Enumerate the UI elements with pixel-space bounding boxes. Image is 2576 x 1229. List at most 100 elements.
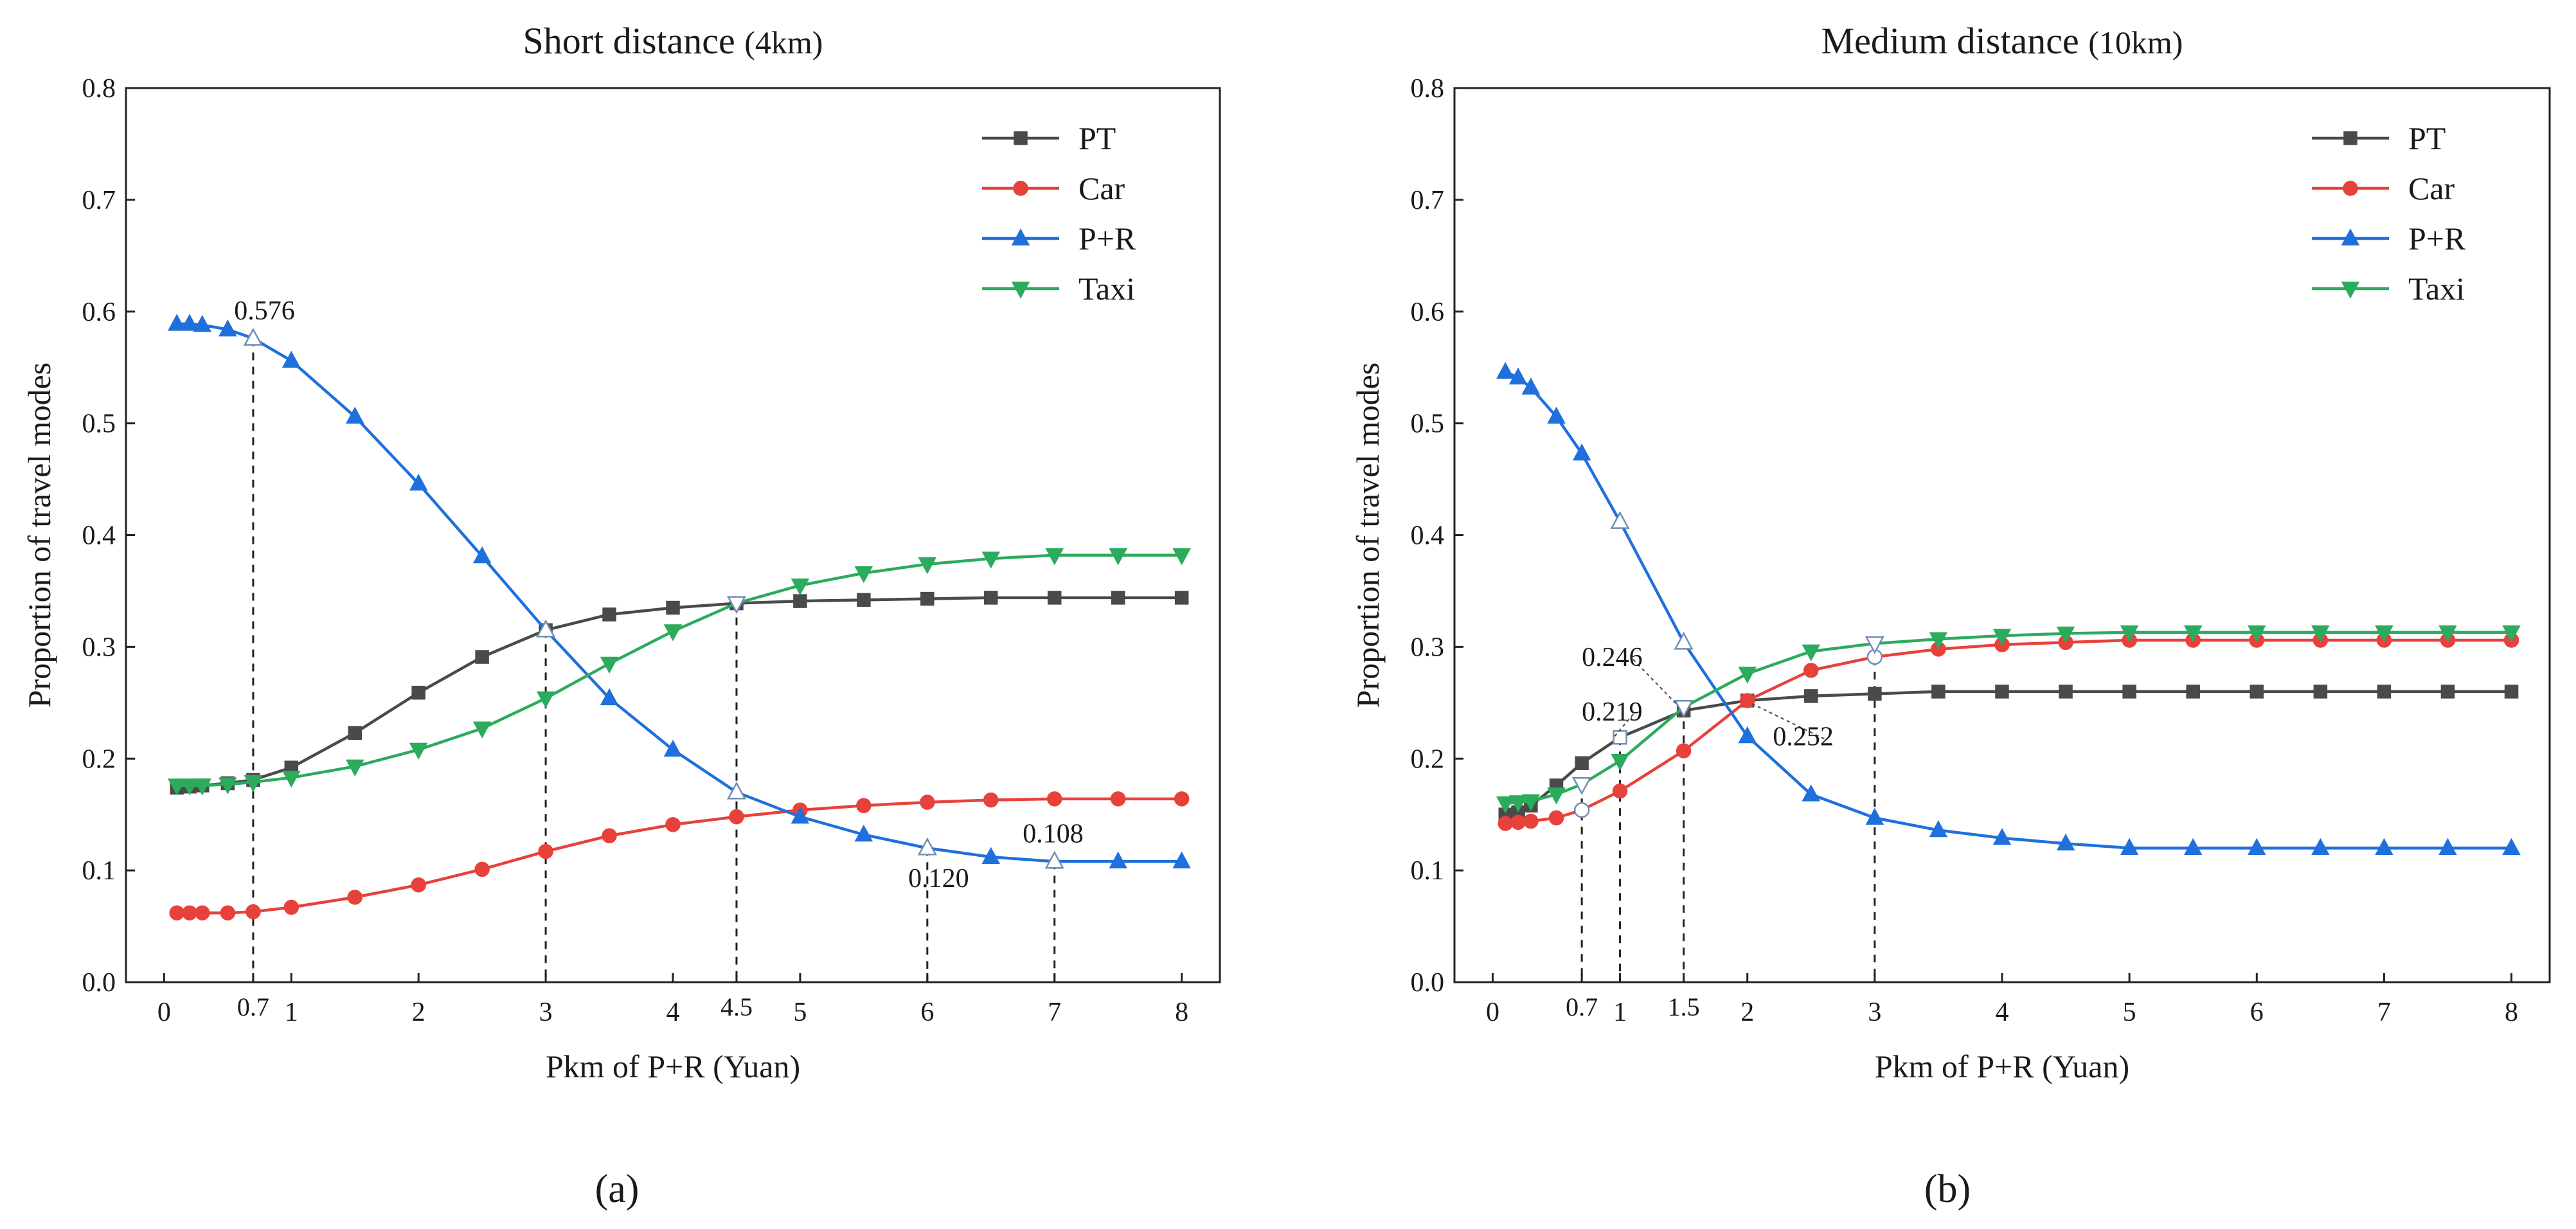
legend-label: Car	[1078, 170, 1125, 206]
data-point-car	[1803, 663, 1819, 678]
data-point-taxi	[1802, 644, 1821, 661]
data-point-car	[1612, 783, 1628, 799]
data-point-pt	[2122, 685, 2136, 699]
y-tick-label: 0.6	[1411, 298, 1445, 327]
legend-marker	[2343, 181, 2358, 196]
data-point-pt	[411, 685, 425, 700]
x-tick-label: 7	[1048, 998, 1061, 1027]
data-point-taxi	[219, 777, 237, 794]
annotation-label: 0.252	[1773, 722, 1834, 751]
data-point-taxi	[1738, 667, 1757, 684]
data-point-taxi	[1109, 548, 1127, 566]
legend-marker	[1011, 282, 1030, 299]
chart-title: Medium distance (10km)	[1821, 20, 2183, 62]
data-point-taxi	[1508, 795, 1528, 812]
data-point-taxi	[1496, 796, 1515, 814]
data-point-pplusr	[243, 327, 264, 346]
data-point-car	[1573, 802, 1590, 818]
data-point-pt	[1995, 685, 2009, 699]
data-point-taxi	[2120, 625, 2139, 643]
x-tick-label: 0	[157, 998, 171, 1027]
x-tick-label: 6	[2250, 998, 2264, 1027]
data-point-pt	[1111, 591, 1125, 605]
data-point-taxi	[2183, 625, 2203, 643]
x-tick-label: 8	[2505, 998, 2518, 1027]
data-point-taxi	[1521, 794, 1541, 811]
legend-label: PT	[1078, 120, 1116, 156]
x-tick-label: 4	[1996, 998, 2009, 1027]
data-point-pt	[2377, 685, 2392, 699]
data-point-pplusr	[2120, 838, 2139, 856]
data-point-taxi	[536, 691, 555, 708]
data-point-pt	[1931, 685, 1945, 699]
data-point-pplusr	[2375, 838, 2393, 856]
data-point-pplusr	[1508, 367, 1528, 385]
annotation-label: 0.246	[1582, 643, 1643, 672]
data-point-pplusr	[1044, 850, 1064, 869]
data-point-car	[169, 905, 184, 920]
series-line-pplusr	[177, 322, 1182, 863]
data-point-car	[1548, 810, 1564, 826]
data-point-car	[1510, 814, 1526, 830]
data-point-taxi	[2375, 625, 2393, 643]
annotation-label: 0.576	[234, 296, 295, 326]
legend-marker	[2343, 131, 2357, 145]
data-point-pt	[2186, 685, 2200, 699]
y-tick-label: 0.7	[82, 186, 116, 215]
data-point-car	[665, 817, 681, 832]
legend-marker	[1014, 131, 1028, 145]
x-tick-label-extra: 0.7	[237, 992, 269, 1021]
chart-title-main: Medium distance	[1821, 20, 2089, 62]
data-point-car	[194, 905, 210, 920]
data-point-pplusr	[726, 781, 747, 800]
data-point-pplusr	[2248, 838, 2266, 856]
y-tick-label: 0.0	[82, 968, 116, 998]
annotation-label: 0.120	[908, 864, 969, 893]
data-point-car	[602, 828, 617, 843]
annotation-leader	[1632, 659, 1678, 706]
data-point-pplusr	[791, 807, 810, 824]
data-point-taxi	[167, 778, 186, 796]
data-point-taxi	[244, 775, 263, 793]
legend-marker	[2341, 282, 2360, 299]
annotation-label: 0.108	[1023, 820, 1084, 849]
data-point-car	[729, 809, 744, 825]
data-point-taxi	[1611, 753, 1629, 771]
data-point-taxi	[726, 596, 747, 614]
data-point-pt	[2059, 685, 2073, 699]
data-point-pplusr	[1929, 820, 1948, 838]
x-tick-label: 8	[1175, 998, 1188, 1027]
series-line-car	[177, 797, 1182, 915]
data-point-pt	[857, 593, 871, 607]
data-point-pplusr	[1572, 443, 1591, 461]
x-tick-label-extra: 0.7	[1566, 992, 1598, 1021]
series-line-pt	[1505, 690, 2512, 816]
data-point-pplusr	[854, 824, 873, 842]
x-tick-label: 5	[2123, 998, 2136, 1027]
data-point-pplusr	[472, 546, 492, 564]
data-point-pplusr	[1521, 377, 1541, 395]
data-point-pt	[1575, 756, 1589, 770]
data-point-pt	[793, 594, 807, 608]
data-point-pt	[2313, 685, 2328, 699]
x-tick-label-extra: 4.5	[720, 992, 753, 1021]
data-point-pplusr	[1547, 406, 1566, 424]
x-tick-label: 5	[793, 998, 807, 1027]
y-tick-label: 0.3	[1411, 632, 1445, 662]
y-tick-label: 0.7	[1411, 186, 1445, 215]
series-line-taxi	[177, 553, 1182, 787]
data-point-car	[283, 899, 300, 915]
y-tick-label: 0.2	[1411, 744, 1445, 774]
data-point-pplusr	[663, 739, 683, 757]
annotation-leader	[1749, 702, 1825, 740]
data-point-car	[538, 843, 553, 859]
data-point-car	[474, 861, 490, 877]
data-point-pplusr	[1738, 726, 1757, 744]
y-tick-label: 0.2	[82, 744, 116, 774]
data-point-pplusr	[345, 406, 364, 424]
y-tick-label: 0.5	[82, 409, 116, 439]
data-point-car	[1498, 816, 1514, 831]
x-tick-label: 2	[412, 998, 425, 1027]
legend-marker	[1013, 181, 1028, 196]
